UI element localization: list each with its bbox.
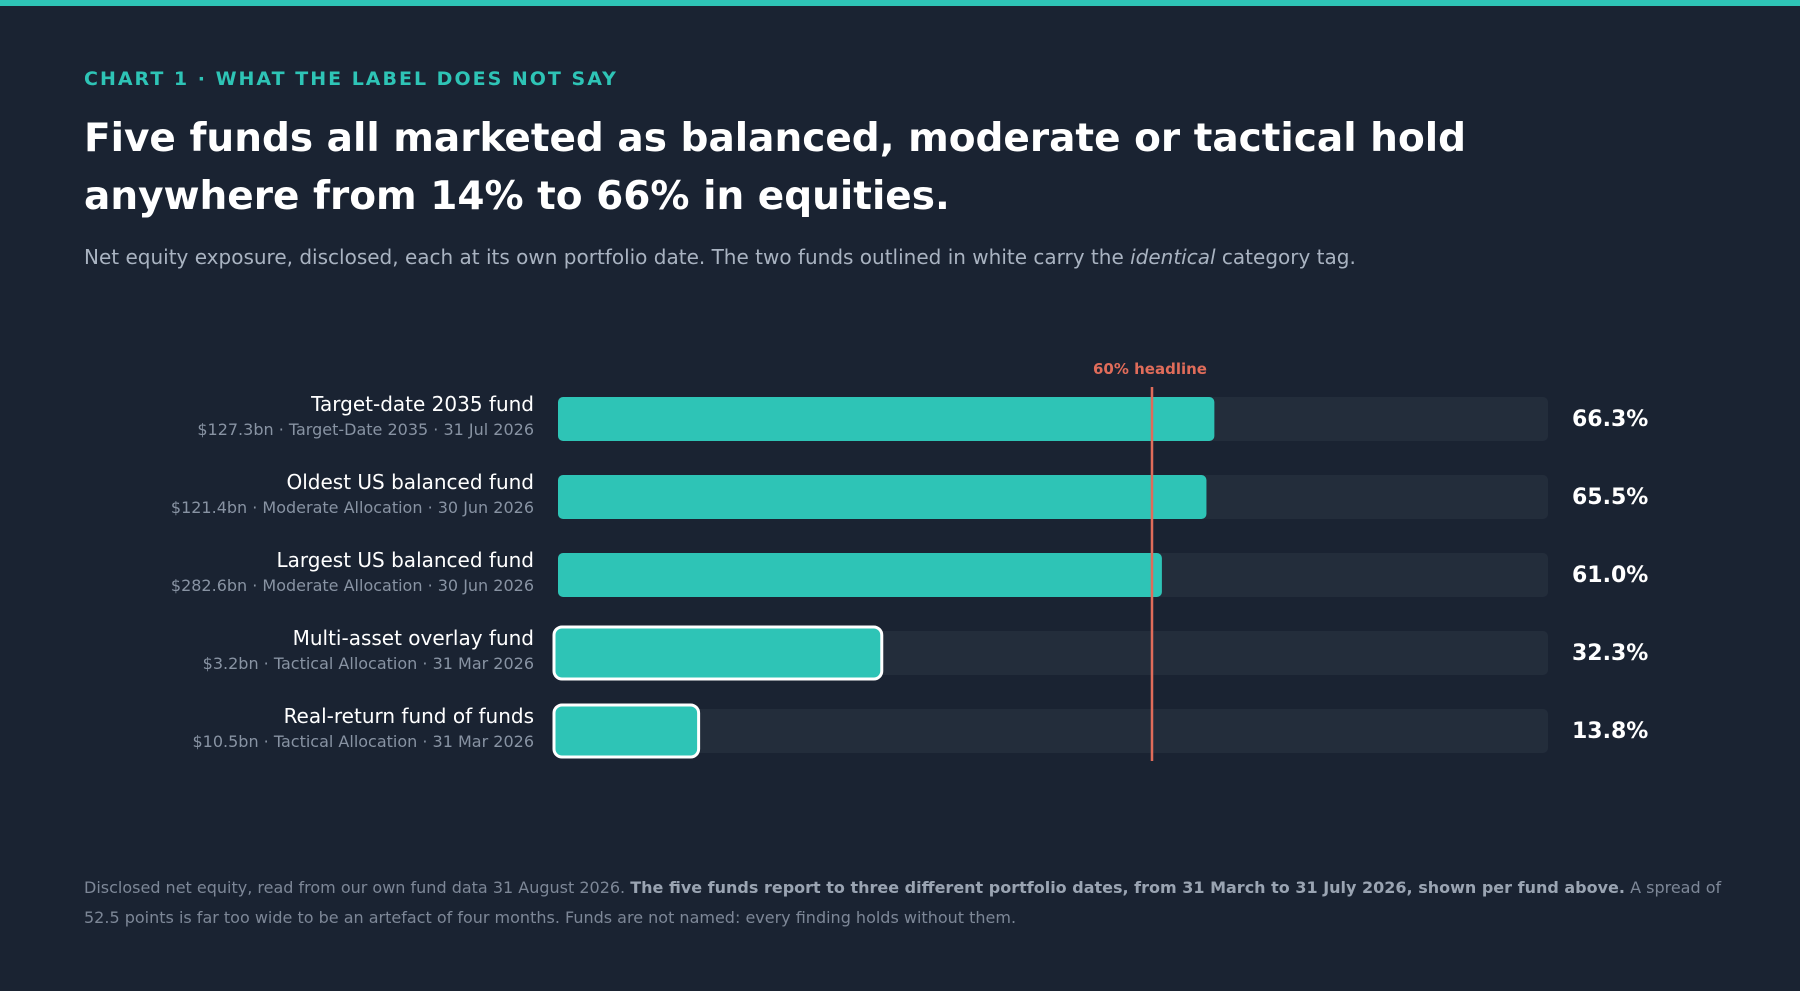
fund-sublabel: $282.6bn · Moderate Allocation · 30 Jun … bbox=[171, 576, 534, 595]
fund-sublabel: $3.2bn · Tactical Allocation · 31 Mar 20… bbox=[203, 654, 534, 673]
bar-chart: Target-date 2035 fund $127.3bn · Target-D… bbox=[171, 360, 1648, 761]
value-label: 13.8% bbox=[1572, 719, 1648, 744]
chart-eyebrow: CHART 1 · WHAT THE LABEL DOES NOT SAY bbox=[84, 68, 618, 90]
fund-label: Multi-asset overlay fund bbox=[293, 626, 534, 650]
fund-label: Largest US balanced fund bbox=[277, 548, 534, 572]
fund-sublabel: $127.3bn · Target-Date 2035 · 31 Jul 202… bbox=[197, 420, 534, 439]
footnote-text-before: Disclosed net equity, read from our own … bbox=[84, 878, 631, 897]
subtitle-text-before: Net equity exposure, disclosed, each at … bbox=[84, 245, 1131, 269]
fund-sublabel: $10.5bn · Tactical Allocation · 31 Mar 2… bbox=[192, 732, 534, 751]
fund-label: Real-return fund of funds bbox=[284, 704, 534, 728]
top-accent-bar bbox=[0, 0, 1800, 6]
fund-label: Target-date 2035 fund bbox=[310, 392, 534, 416]
subtitle-emphasis: identical bbox=[1130, 245, 1216, 269]
value-label: 61.0% bbox=[1572, 563, 1648, 588]
value-label: 32.3% bbox=[1572, 641, 1648, 666]
bar-outlined bbox=[552, 625, 884, 681]
bar-track bbox=[558, 709, 1548, 753]
footnote-bold: The five funds report to three different… bbox=[630, 878, 1625, 897]
bar-outlined bbox=[552, 703, 701, 759]
value-label: 65.5% bbox=[1572, 485, 1648, 510]
bar bbox=[558, 475, 1207, 519]
bar bbox=[558, 397, 1215, 441]
fund-label: Oldest US balanced fund bbox=[287, 470, 535, 494]
reference-line-label: 60% headline bbox=[1093, 360, 1207, 378]
chart-title: Five funds all marketed as balanced, mod… bbox=[84, 116, 1467, 219]
chart-footnote: Disclosed net equity, read from our own … bbox=[84, 873, 1724, 933]
chart-subtitle: Net equity exposure, disclosed, each at … bbox=[84, 245, 1734, 269]
footnote-text-after: A spread of 52.5 points is far too wide … bbox=[84, 878, 1722, 927]
value-label: 66.3% bbox=[1572, 407, 1648, 432]
fund-sublabel: $121.4bn · Moderate Allocation · 30 Jun … bbox=[171, 498, 534, 517]
subtitle-text-after: category tag. bbox=[1215, 245, 1356, 269]
bar bbox=[558, 553, 1162, 597]
